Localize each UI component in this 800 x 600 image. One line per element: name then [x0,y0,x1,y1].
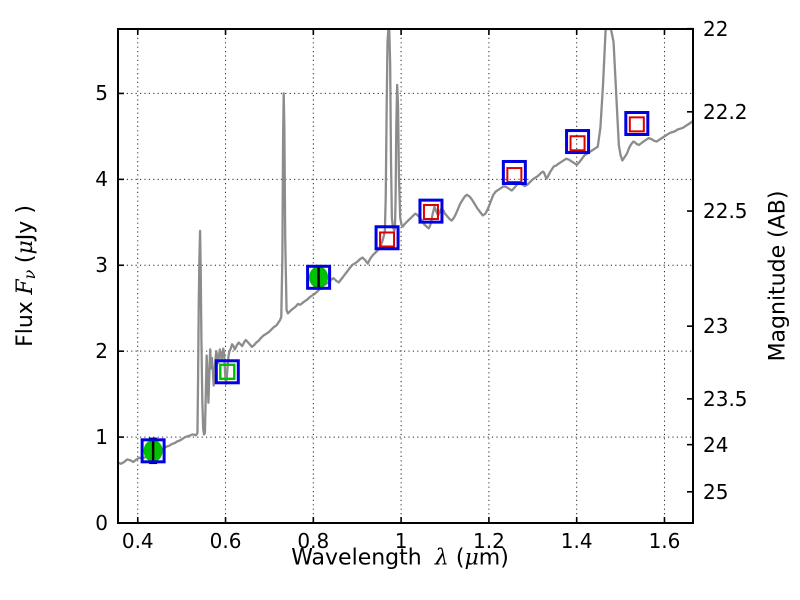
x-tick-label: 1.6 [648,529,681,553]
y-tick-label-left: 2 [95,339,108,364]
y-axis-title-right: Magnitude (AB) [765,190,791,362]
model-photometry-square-red [628,116,645,133]
x-axis-title-word: Wavelength [291,545,422,571]
x-tick-label: 1.4 [560,529,593,553]
x-tick-label: 1 [394,529,408,553]
x-tick-label: 1.2 [472,529,505,553]
model-photometry-square-green [219,363,236,380]
axes-frame [117,28,694,524]
y-tick-label-right: 25 [703,479,729,504]
y-tick-label-left: 4 [95,167,108,192]
y-tick-label-left: 0 [95,511,108,535]
y-unit-open: ( [12,254,38,264]
mu-symbol-y: μ [12,240,38,255]
x-unit-open: ( [455,545,465,571]
observed-photometry-square [624,111,650,137]
observed-photometry-square [418,198,444,224]
y-tick-label-right: 24 [703,432,729,457]
observed-photometry-square [214,359,240,385]
lambda-symbol: λ [434,545,449,571]
nu-symbol: ν [20,269,40,280]
x-tick-label: 0.4 [121,529,154,553]
x-tick-label: 0.8 [297,529,330,553]
y-tick-label-right: 22.2 [703,99,748,124]
y-tick-label-right: 22 [703,16,729,41]
y-unit-rest: Jy ) [12,205,38,241]
model-spectrum-line [118,29,693,465]
y-tick-label-left: 1 [95,425,108,450]
observed-photometry-square [306,264,332,290]
x-axis-title: Wavelength λ (μm) [291,546,509,571]
model-photometry-square-red [569,135,586,152]
y-tick-label-left: 3 [95,253,108,278]
x-tick-label: 0.6 [209,529,242,553]
blue-observed-markers [140,111,650,464]
observed-photometry-square [140,438,166,464]
observed-photometry-square [565,129,591,155]
observed-photometry-square [374,225,400,251]
flux-f-symbol: F [12,279,38,295]
y-tick-label-right: 23 [703,314,729,339]
y-axis-title-left: Flux Fν (μJy ) [13,205,39,347]
model-photometry-square-red [379,231,396,248]
y-tick-label-right: 23.5 [703,386,748,411]
y-axis-title-word: Flux [12,301,38,347]
plot-background [118,29,693,523]
mu-symbol-x: μ [464,545,479,571]
model-photometry-square-red [422,203,439,220]
y-tick-label-right: 22.5 [703,199,748,224]
x-unit-rest: m) [478,545,509,571]
observed-photometry-square [501,159,527,185]
y-tick-label-left: 5 [95,81,108,106]
